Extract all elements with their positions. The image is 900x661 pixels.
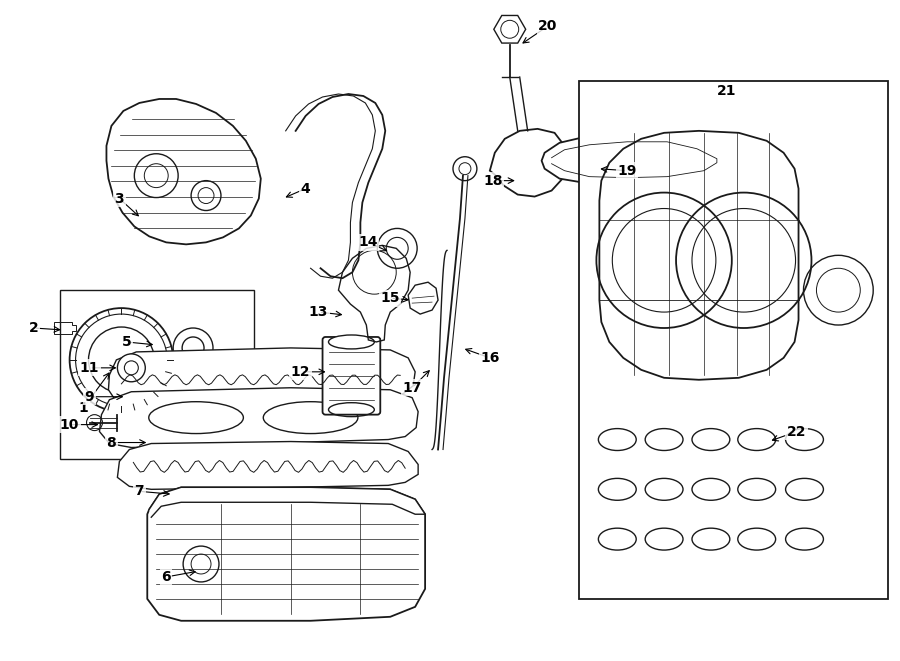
Text: 21: 21 xyxy=(717,84,736,98)
Ellipse shape xyxy=(328,335,374,349)
Polygon shape xyxy=(108,348,415,406)
Text: 4: 4 xyxy=(301,182,310,196)
Text: 12: 12 xyxy=(291,365,310,379)
FancyBboxPatch shape xyxy=(322,337,381,414)
Text: 10: 10 xyxy=(60,418,79,432)
Text: 2: 2 xyxy=(29,321,39,335)
Polygon shape xyxy=(106,99,261,245)
Polygon shape xyxy=(148,487,425,621)
Bar xyxy=(580,81,888,599)
Polygon shape xyxy=(490,129,568,196)
Text: 11: 11 xyxy=(80,361,99,375)
Text: 15: 15 xyxy=(381,291,400,305)
Circle shape xyxy=(69,308,173,412)
Text: 18: 18 xyxy=(483,174,502,188)
Text: 16: 16 xyxy=(480,351,500,365)
Text: 22: 22 xyxy=(787,424,806,438)
Circle shape xyxy=(173,328,213,368)
Polygon shape xyxy=(117,442,418,489)
Text: 6: 6 xyxy=(161,570,171,584)
Text: 19: 19 xyxy=(617,164,637,178)
Text: 7: 7 xyxy=(134,485,144,498)
Text: 13: 13 xyxy=(309,305,328,319)
Text: 1: 1 xyxy=(78,401,88,414)
Text: 9: 9 xyxy=(85,390,94,404)
Polygon shape xyxy=(149,487,425,517)
Text: 17: 17 xyxy=(402,381,422,395)
Text: 3: 3 xyxy=(114,192,124,206)
Polygon shape xyxy=(542,133,727,186)
Text: 20: 20 xyxy=(538,19,557,33)
Text: 8: 8 xyxy=(106,436,116,449)
Polygon shape xyxy=(100,388,418,447)
Circle shape xyxy=(117,354,145,382)
Text: 14: 14 xyxy=(358,235,378,249)
Text: 5: 5 xyxy=(122,335,131,349)
Bar xyxy=(59,290,254,459)
